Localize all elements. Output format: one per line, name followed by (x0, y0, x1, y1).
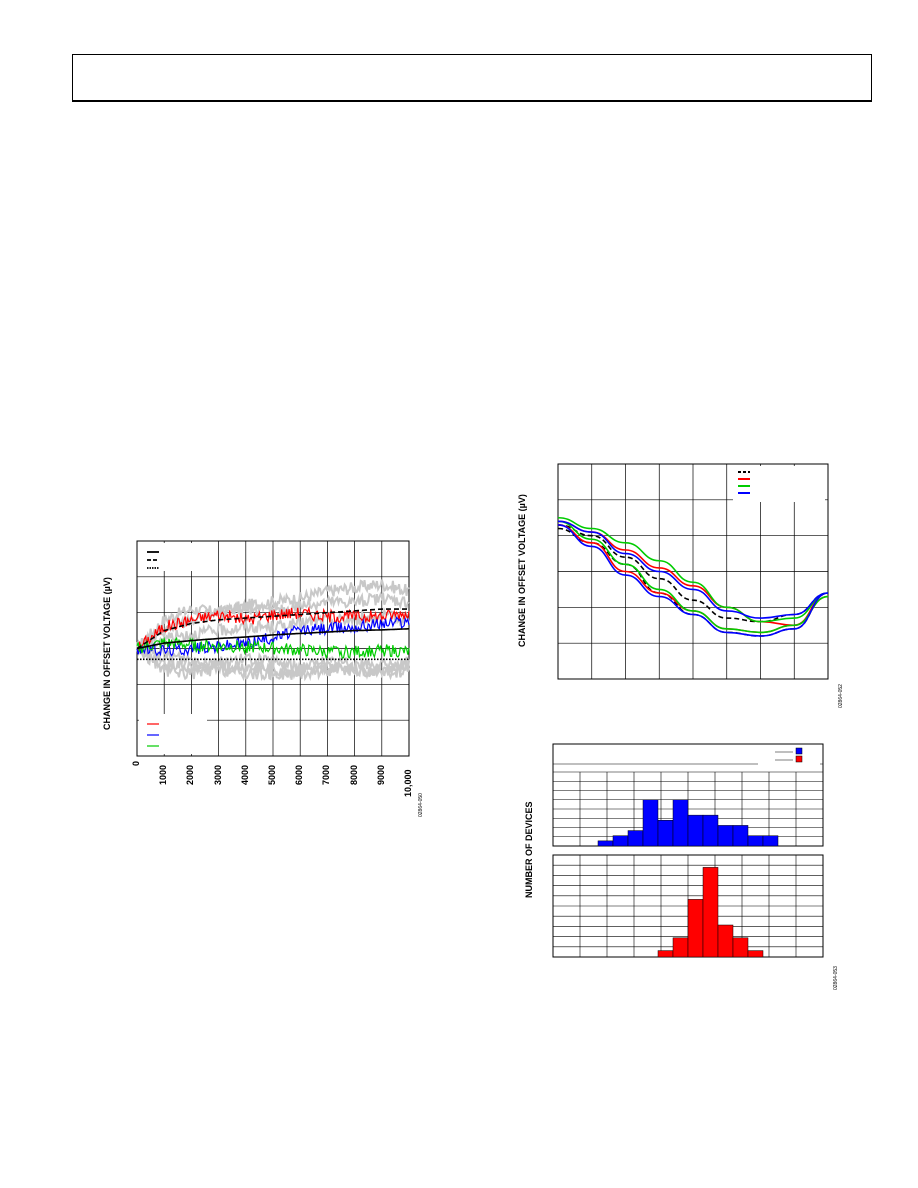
chart-right-top: CHANGE IN OFFSET VOLTAGE (µV) 02864-052 (515, 460, 845, 720)
histogram-bar (732, 937, 749, 958)
histogram-bar (717, 924, 734, 958)
series-line (136, 608, 409, 650)
legend-swatch (795, 747, 803, 755)
figure-code: 02864-052 (838, 684, 844, 708)
chart-right-top-svg (557, 463, 829, 680)
series-line (557, 520, 829, 634)
histogram-bar (612, 835, 629, 847)
x-tick-label: 4000 (239, 764, 250, 785)
chart-right-bottom: NUMBER OF DEVICES 02864-053 (520, 740, 850, 990)
histogram-bar (657, 950, 674, 958)
series-line (557, 520, 829, 619)
histogram-bar (702, 867, 719, 958)
series-line (557, 516, 829, 623)
grey-series-line (136, 579, 410, 652)
histogram-bar (702, 814, 719, 847)
histogram-bar (747, 950, 764, 958)
legend-box (758, 746, 820, 766)
x-tick-label: 0 (131, 761, 141, 767)
histogram-bar (672, 937, 689, 958)
legend-box-top (139, 543, 209, 571)
x-tick-label: 1000 (158, 764, 169, 785)
histogram-bar (657, 820, 674, 847)
figure-code: 02864-053 (833, 966, 839, 990)
chart-left: CHANGE IN OFFSET VOLTAGE (µV) 0 1000 2000 3… (100, 530, 430, 820)
series-line (136, 628, 409, 650)
histogram-bar (597, 840, 614, 847)
histogram-bar (627, 830, 644, 847)
histogram-bar (687, 899, 704, 958)
histogram-bar (747, 835, 764, 847)
series-line (557, 524, 829, 637)
legend-box (733, 466, 825, 502)
histogram-bar (762, 835, 779, 847)
grey-series-line (136, 591, 410, 652)
histogram-bar (717, 825, 734, 847)
x-tick-label: 10,000 (403, 769, 413, 798)
grey-series-line (136, 646, 410, 682)
x-tick-label: 7000 (321, 764, 332, 785)
chart-right-bottom-svg (552, 743, 824, 958)
x-tick-label: 6000 (294, 764, 305, 785)
x-tick-label: 2000 (185, 764, 196, 785)
x-tick-label: 9000 (375, 764, 386, 785)
legend-box-bottom (139, 714, 207, 754)
series-line (136, 636, 410, 660)
x-tick-label: 5000 (267, 764, 277, 785)
histogram-bar (687, 814, 704, 847)
chart-left-svg (136, 540, 410, 757)
plot-frame (557, 463, 829, 680)
page-header-box (72, 54, 872, 102)
x-tick-label: 3000 (212, 764, 223, 785)
legend-swatch (795, 755, 803, 763)
histogram-bar (732, 825, 749, 847)
figure-code: 02864-050 (418, 793, 424, 817)
histogram-bar (642, 799, 659, 847)
x-tick-label: 8000 (348, 764, 359, 785)
histogram-bar (672, 799, 689, 847)
